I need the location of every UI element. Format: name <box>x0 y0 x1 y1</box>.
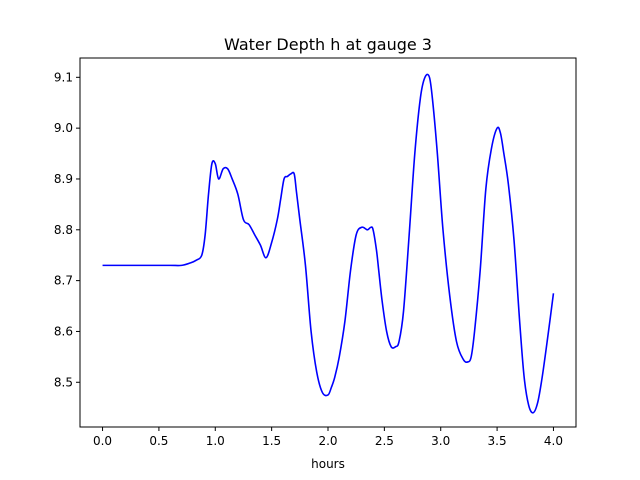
y-tick-label: 9.1 <box>54 70 73 84</box>
x-tick-label: 1.0 <box>206 434 225 448</box>
x-axis: 0.0 0.5 1.0 1.5 2.0 2.5 3.0 3.5 4.0 <box>93 427 563 448</box>
x-tick-label: 1.5 <box>262 434 281 448</box>
plot-frame <box>79 57 577 428</box>
y-tick-label: 8.9 <box>54 172 73 186</box>
x-tick-label: 2.5 <box>375 434 394 448</box>
y-tick-label: 8.8 <box>54 223 73 237</box>
x-tick-label: 3.5 <box>488 434 507 448</box>
y-tick-label: 8.7 <box>54 274 73 288</box>
y-axis: 8.5 8.6 8.7 8.8 8.9 9.0 9.1 <box>54 70 80 389</box>
x-tick-label: 2.0 <box>318 434 337 448</box>
x-axis-label: hours <box>311 457 345 471</box>
y-tick-label: 8.6 <box>54 324 73 338</box>
series-line <box>102 73 555 414</box>
x-tick-label: 3.0 <box>431 434 450 448</box>
y-tick-label: 9.0 <box>54 121 73 135</box>
x-tick-label: 0.0 <box>93 434 112 448</box>
x-tick-label: 4.0 <box>544 434 563 448</box>
x-tick-label: 0.5 <box>149 434 168 448</box>
y-tick-label: 8.5 <box>54 375 73 389</box>
chart-title: Water Depth h at gauge 3 <box>224 35 432 54</box>
